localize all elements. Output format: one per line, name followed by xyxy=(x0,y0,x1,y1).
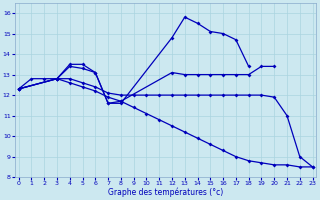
X-axis label: Graphe des températures (°c): Graphe des températures (°c) xyxy=(108,188,223,197)
